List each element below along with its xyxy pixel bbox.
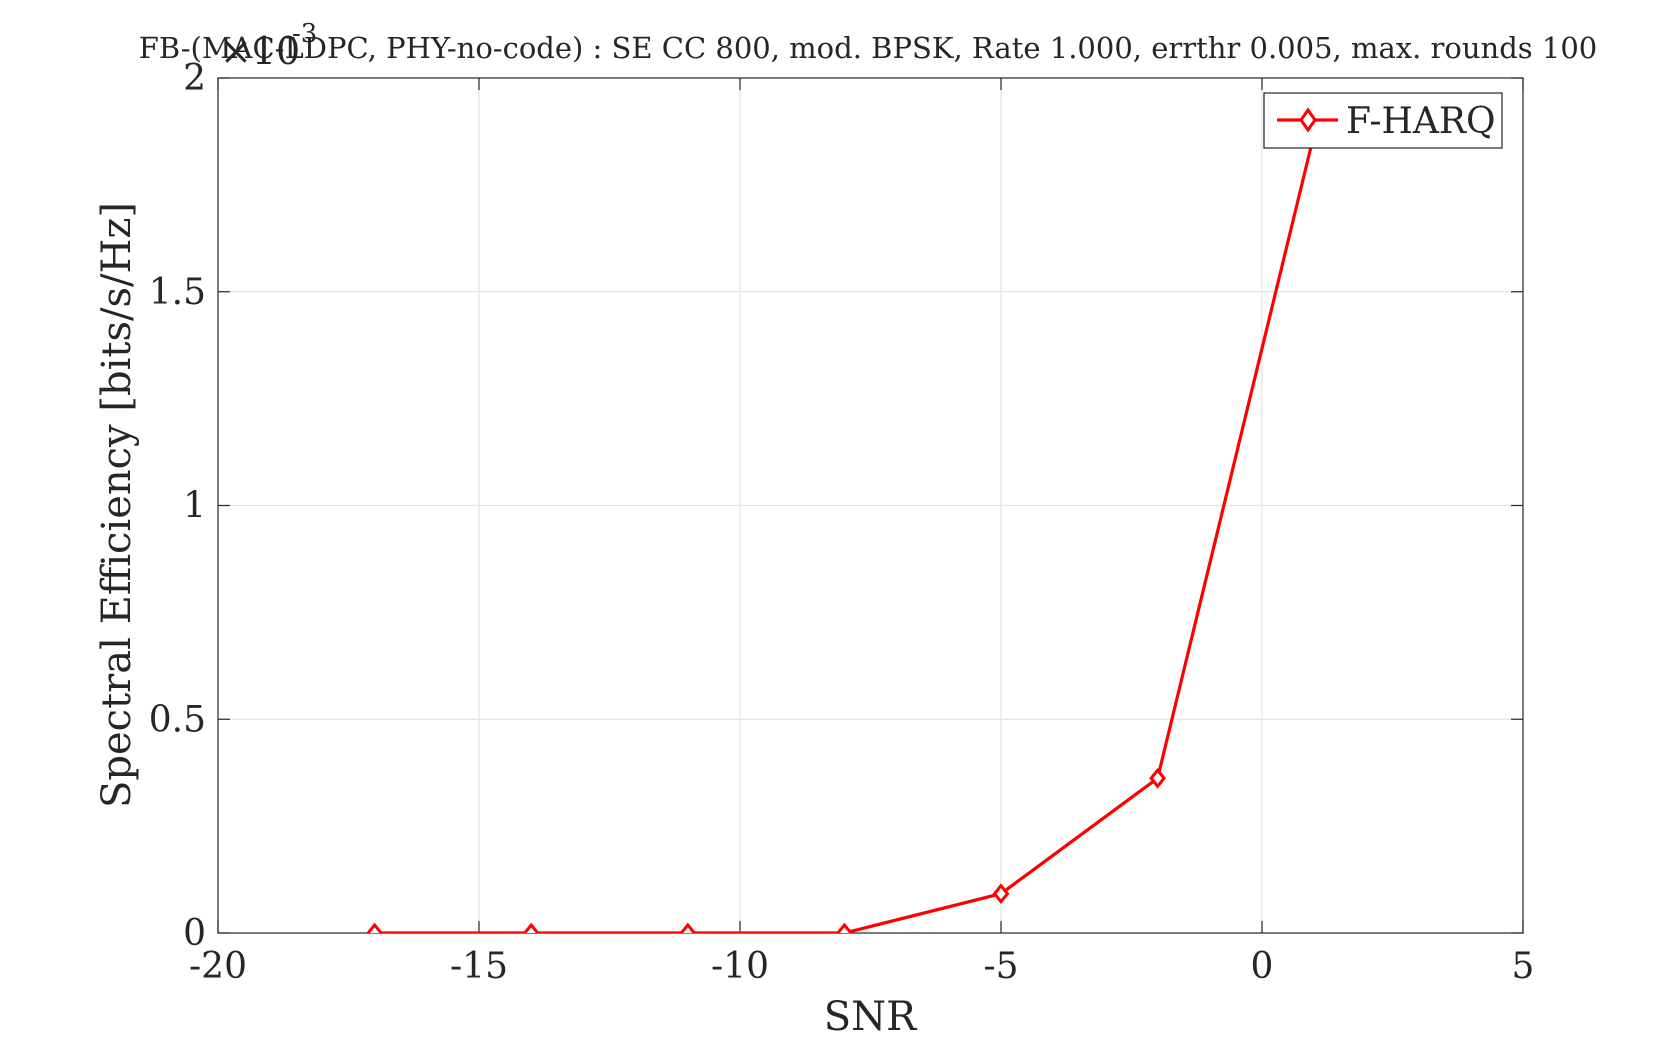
- data-point-f-harq: [992, 883, 1010, 905]
- data-point-f-harq: [835, 922, 853, 933]
- x-axis-label: SNR: [824, 994, 918, 1040]
- y-axis-multiplier-exponent: -3: [292, 19, 317, 49]
- data-point-f-harq: [366, 922, 384, 933]
- legend: F-HARQ: [1263, 92, 1503, 149]
- ticks: [217, 77, 1524, 934]
- data-point-f-harq: [1149, 767, 1167, 789]
- y-tick-label: 0: [183, 913, 206, 954]
- data-point-f-harq: [679, 922, 697, 933]
- y-axis-label: Spectral Efficiency [bits/s/Hz]: [94, 202, 140, 808]
- grid: [218, 78, 1523, 933]
- x-tick-label: 5: [1512, 946, 1535, 987]
- x-tick-label: 0: [1251, 946, 1274, 987]
- legend-label-f-harq: F-HARQ: [1346, 101, 1496, 142]
- y-axis-multiplier: ×10: [220, 29, 300, 73]
- y-tick-label: 1: [183, 486, 206, 527]
- x-tick-label: -5: [983, 946, 1018, 987]
- x-tick-label: -15: [450, 946, 508, 987]
- tick-labels: -20 -15 -10 -5 0 5 0 0.5 1 1.5 2: [149, 58, 1535, 987]
- legend-marker-f-harq: [1299, 107, 1317, 133]
- x-tick-label: -10: [711, 946, 769, 987]
- y-tick-label: 0.5: [149, 699, 206, 740]
- y-tick-label: 2: [183, 58, 206, 99]
- data-point-f-harq: [522, 922, 540, 933]
- chart-title: FB-(MAC-LDPC, PHY-no-code) : SE CC 800, …: [139, 31, 1597, 65]
- y-tick-label: 1.5: [149, 272, 206, 313]
- x-tick-label: -20: [189, 946, 247, 987]
